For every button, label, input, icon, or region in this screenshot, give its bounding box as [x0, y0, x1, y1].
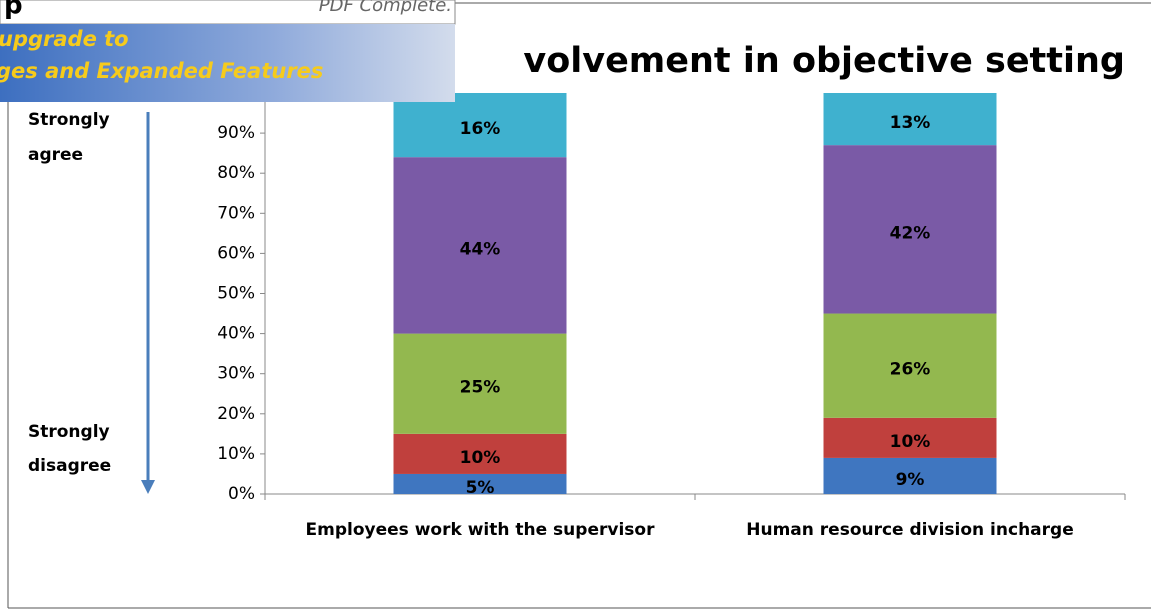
banner-body: [0, 24, 455, 102]
bar-segment: [393, 473, 567, 494]
arrow-head: [141, 480, 155, 494]
x-tick-label: Employees work with the supervisor: [306, 520, 656, 540]
y-tick-label: 50%: [217, 284, 255, 304]
y-tick-label: 10%: [217, 444, 255, 464]
data-label: 13%: [890, 113, 931, 133]
y-tick-label: 20%: [217, 404, 255, 424]
y-tick-label: 40%: [217, 324, 255, 344]
y-tick-label: 0%: [228, 484, 255, 504]
data-label: 10%: [460, 448, 501, 468]
annotation: disagree: [28, 456, 111, 476]
annotation: Strongly: [28, 422, 110, 442]
banner-line: ges and Expanded Features: [0, 59, 323, 83]
banner-line: upgrade to: [0, 27, 129, 51]
bar-segment: [393, 157, 567, 334]
y-tick-label: 60%: [217, 243, 255, 263]
banner: p PDF Complete. upgrade to ges and Expan…: [0, 0, 456, 102]
data-label: 44%: [460, 239, 501, 259]
y-tick-label: 80%: [217, 163, 255, 183]
y-tick-label: 70%: [217, 203, 255, 223]
data-label: 26%: [890, 360, 931, 380]
banner-product: PDF Complete.: [319, 0, 452, 16]
annotation: agree: [28, 145, 83, 165]
bar-segment: [823, 457, 997, 494]
x-tick-label: Human resource division incharge: [746, 520, 1073, 540]
bar-segment: [823, 145, 997, 314]
bar-segment: [823, 417, 997, 458]
data-label: 25%: [460, 378, 501, 398]
annotation: Strongly: [28, 110, 110, 130]
banner-brand: p: [4, 0, 23, 21]
bar-segment: [393, 433, 567, 474]
data-label: 10%: [890, 432, 931, 452]
y-tick-label: 30%: [217, 364, 255, 384]
bar-segment: [823, 313, 997, 418]
data-label: 5%: [466, 478, 495, 498]
data-label: 42%: [890, 223, 931, 243]
bar-segment: [393, 93, 567, 158]
bar-segment: [393, 333, 567, 434]
y-tick-label: 90%: [217, 123, 255, 143]
data-label: 9%: [896, 470, 925, 490]
banner-top: [0, 0, 456, 25]
data-label: 16%: [460, 119, 501, 139]
bar-segment: [823, 93, 997, 146]
chart-title: volvement in objective setting: [523, 41, 1125, 81]
